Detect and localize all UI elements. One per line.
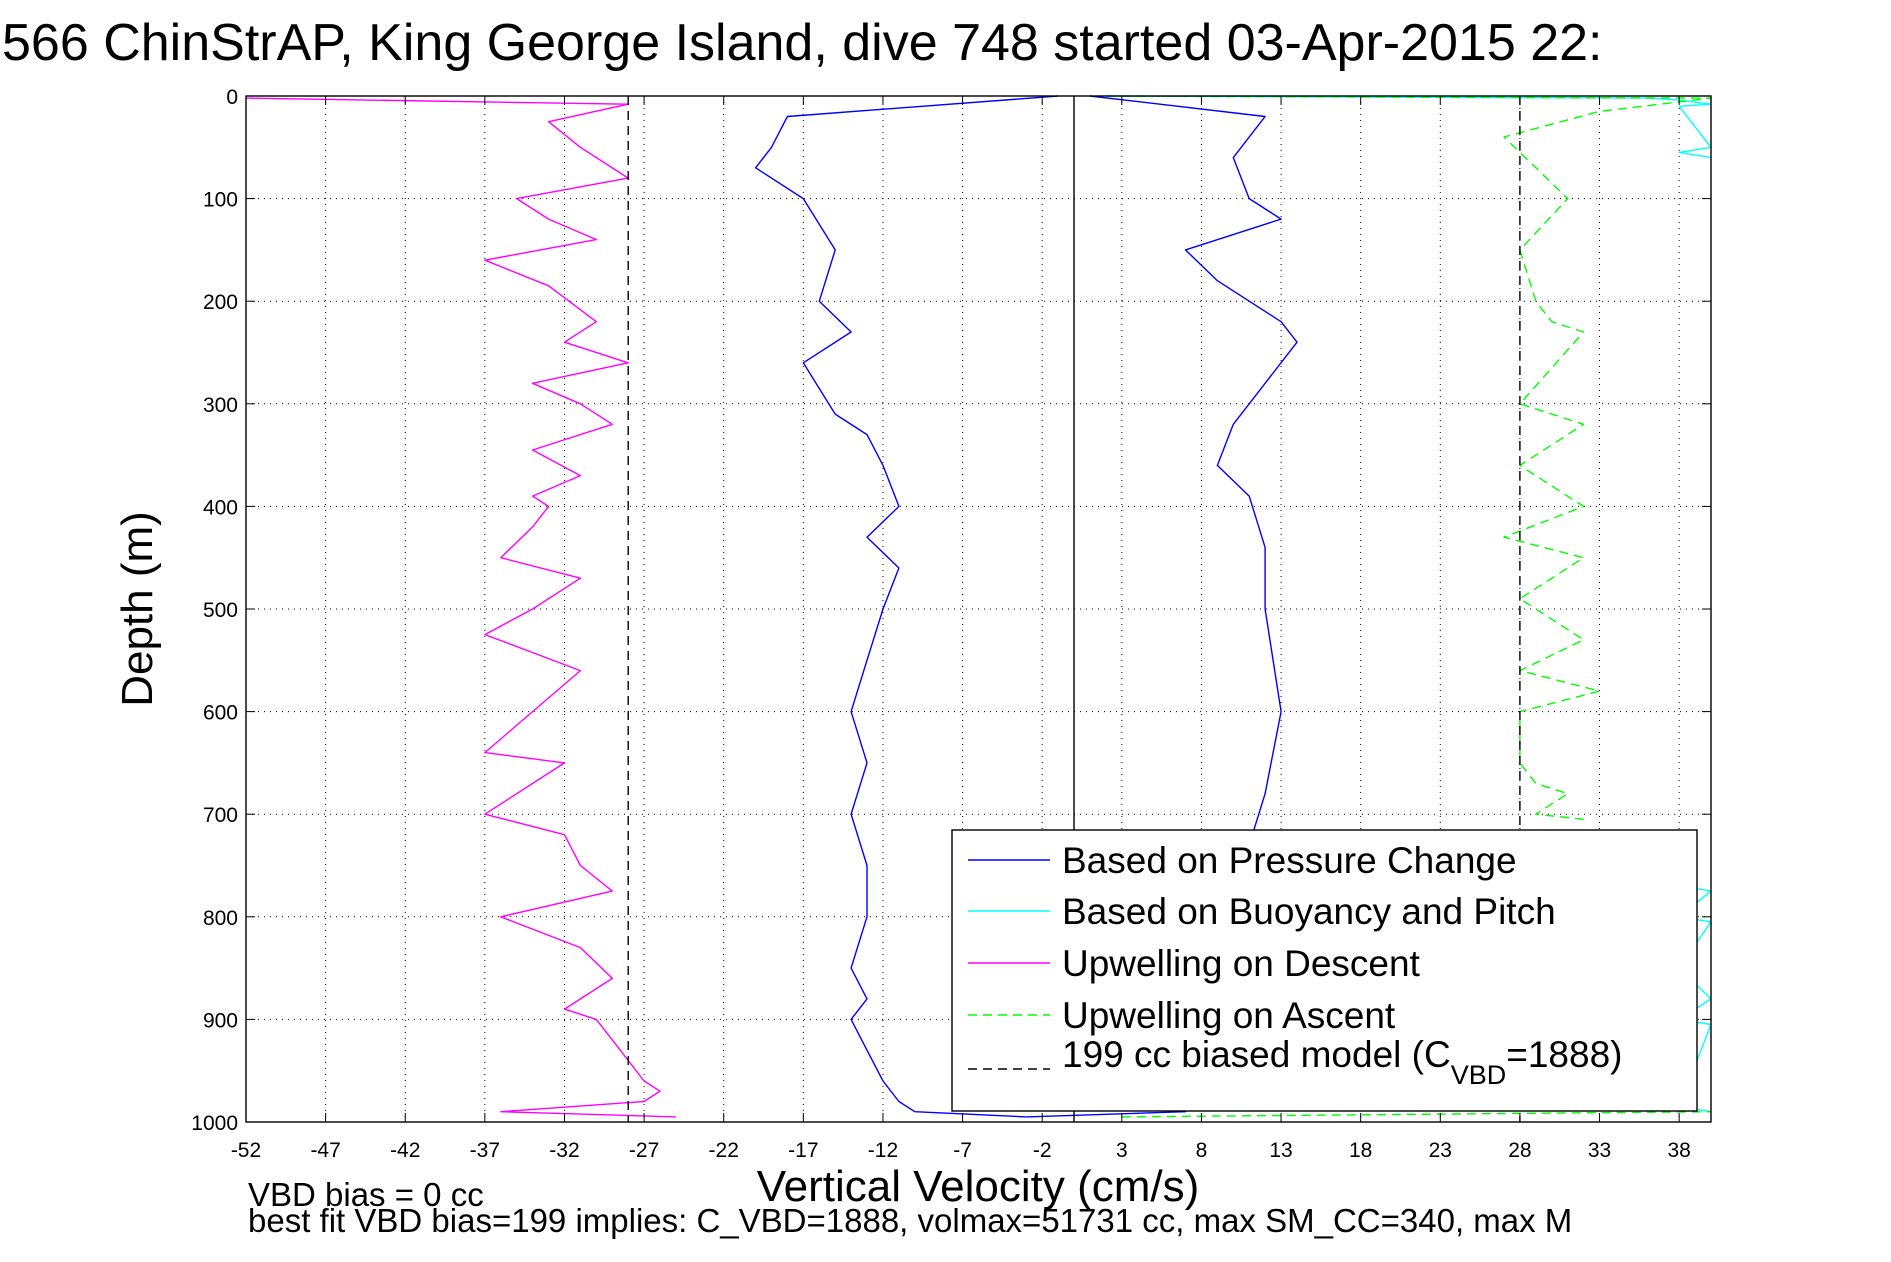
legend-label-biased-model-subscript: VBD xyxy=(1451,1060,1507,1090)
tick-labels: -52 -47 -42 -37 -32 -27 -22 -17 -12 -7 -2 3 8 13 18 23 2… xyxy=(191,86,1711,1162)
y-tick-label: 900 xyxy=(203,1009,238,1032)
x-tick-label: -12 xyxy=(868,1139,898,1162)
legend-label-biased-model: 199 cc biased model (CVBD=1888) xyxy=(1062,1034,1622,1090)
y-tick-label: 0 xyxy=(226,86,238,109)
y-tick-label: 600 xyxy=(203,702,238,725)
y-tick-label: 1000 xyxy=(191,1112,238,1135)
x-tick-label: 13 xyxy=(1269,1139,1292,1162)
x-tick-label: 28 xyxy=(1508,1139,1531,1162)
y-tick-label: 200 xyxy=(203,291,238,314)
x-tick-label: -27 xyxy=(629,1139,659,1162)
x-tick-label: 3 xyxy=(1116,1139,1128,1162)
x-tick-label: -47 xyxy=(310,1139,340,1162)
legend-entry-pressure-change: Based on Pressure Change xyxy=(968,840,1517,881)
x-tick-label: -37 xyxy=(470,1139,500,1162)
footer-line-1: VBD bias = 0 cc xyxy=(248,1176,484,1213)
y-tick-label: 800 xyxy=(203,907,238,930)
x-tick-label: 18 xyxy=(1349,1139,1372,1162)
series-line-7 xyxy=(1121,1110,1712,1118)
series-line-2 xyxy=(1089,95,1298,846)
legend-entry-upwelling-descent: Upwelling on Descent xyxy=(968,943,1421,984)
x-tick-label: 23 xyxy=(1429,1139,1452,1162)
y-tick-label: 300 xyxy=(203,394,238,417)
legend-entry-biased-model: 199 cc biased model (CVBD=1888) xyxy=(968,1034,1622,1090)
legend-label-upwelling-descent: Upwelling on Descent xyxy=(1062,943,1421,984)
x-tick-label: 33 xyxy=(1588,1139,1611,1162)
y-tick-label: 400 xyxy=(203,496,238,519)
y-axis-label: Depth (m) xyxy=(113,511,162,707)
legend-box xyxy=(951,829,1698,1112)
x-tick-label: -2 xyxy=(1033,1139,1052,1162)
series-line-6 xyxy=(1105,95,1712,820)
y-tick-label: 700 xyxy=(203,804,238,827)
x-tick-label: 38 xyxy=(1667,1139,1690,1162)
x-tick-label: -52 xyxy=(231,1139,261,1162)
footer-line-2: best fit VBD bias=199 implies: C_VBD=188… xyxy=(248,1202,1572,1239)
x-tick-label: -7 xyxy=(953,1139,972,1162)
x-tick-label: 8 xyxy=(1196,1139,1208,1162)
x-tick-label: -42 xyxy=(390,1139,420,1162)
legend-entry-buoyancy-pitch: Based on Buoyancy and Pitch xyxy=(968,891,1556,932)
x-tick-label: -32 xyxy=(549,1139,579,1162)
series-line-0 xyxy=(245,97,676,1118)
legend: Based on Pressure Change Based on Buoyan… xyxy=(951,829,1698,1112)
x-tick-label: -22 xyxy=(709,1139,739,1162)
y-tick-label: 500 xyxy=(203,599,238,622)
y-tick-label: 100 xyxy=(203,189,238,212)
legend-entry-upwelling-ascent: Upwelling on Ascent xyxy=(968,995,1396,1036)
legend-label-pressure-change: Based on Pressure Change xyxy=(1062,840,1517,881)
legend-label-biased-model-suffix: =1888) xyxy=(1506,1034,1622,1075)
legend-label-upwelling-ascent: Upwelling on Ascent xyxy=(1062,995,1396,1036)
series-line-1 xyxy=(754,95,1059,1118)
legend-label-buoyancy-pitch: Based on Buoyancy and Pitch xyxy=(1062,891,1556,932)
series-line-4 xyxy=(1105,95,1712,159)
chart-title: 566 ChinStrAP, King George Island, dive … xyxy=(2,14,1603,72)
x-tick-label: -17 xyxy=(788,1139,818,1162)
x-axis-label: Vertical Velocity (cm/s) xyxy=(757,1162,1200,1211)
legend-label-biased-model-prefix: 199 cc biased model (C xyxy=(1062,1034,1451,1075)
